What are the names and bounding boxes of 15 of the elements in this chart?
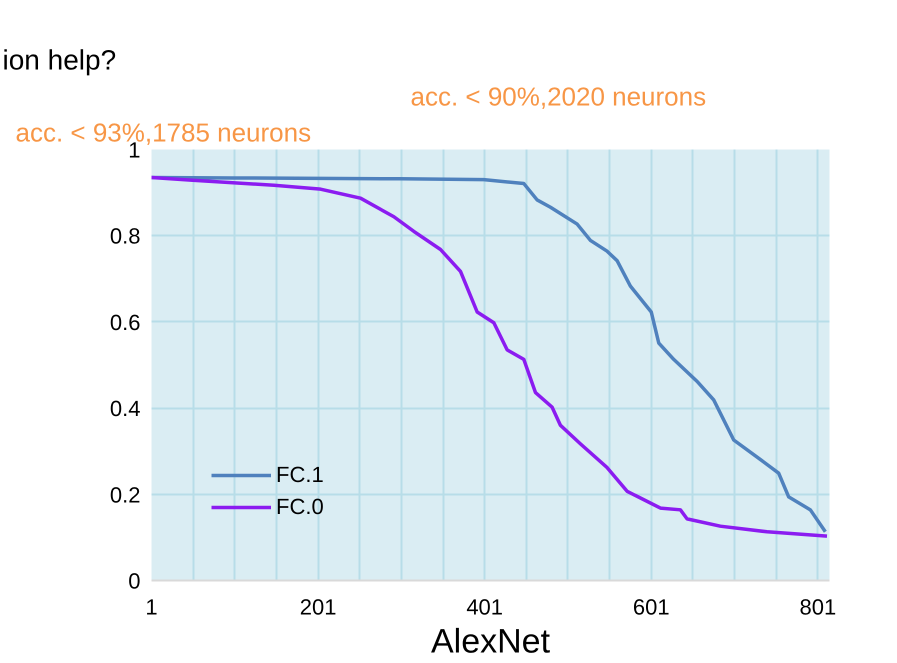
- chart-title: ion help?: [2, 44, 116, 76]
- y-tick-label: 0.2: [110, 482, 141, 508]
- text: acc. < 90%,2020 neurons: [410, 82, 706, 112]
- x-tick-label: 601: [632, 594, 670, 620]
- x-tick-label: 201: [300, 594, 336, 620]
- y-tick-label: 0.4: [110, 396, 141, 422]
- x-tick-label: 801: [799, 594, 836, 620]
- y-tick-label: 0: [128, 568, 141, 594]
- x-tick-label: 401: [466, 594, 504, 620]
- legend-label: FC.0: [276, 494, 324, 520]
- y-tick-label: 0.6: [110, 310, 141, 335]
- y-tick-label: 0.8: [110, 224, 141, 249]
- x-tick-label: 1: [145, 594, 158, 620]
- legend-label: FC.1: [276, 462, 324, 488]
- x-axis-title: AlexNet: [430, 622, 551, 660]
